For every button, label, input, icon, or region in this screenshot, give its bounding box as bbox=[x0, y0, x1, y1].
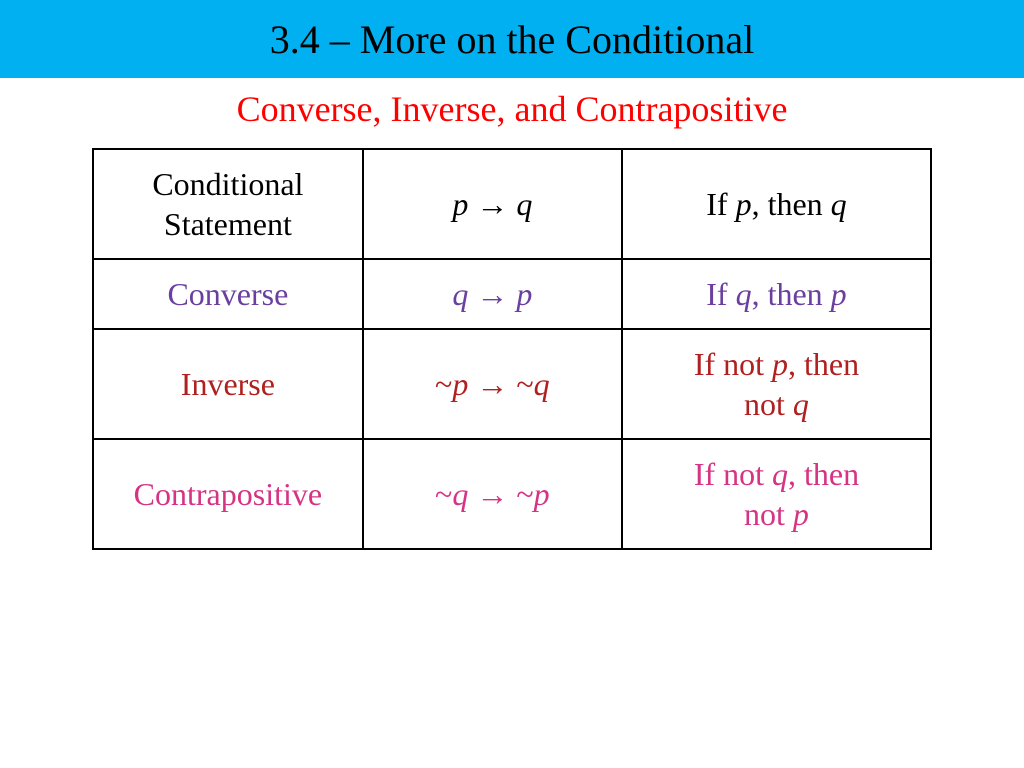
slide-header: 3.4 – More on the Conditional bbox=[0, 0, 1024, 78]
slide-subtitle: Converse, Inverse, and Contrapositive bbox=[0, 88, 1024, 130]
row-name-line: Contrapositive bbox=[134, 476, 322, 512]
row-symbolic: q → p bbox=[363, 259, 622, 329]
row-name-line: Conditional bbox=[152, 166, 303, 202]
table-row: Conditional Statement p → qIf p, then q bbox=[93, 149, 931, 259]
row-name: Conditional Statement bbox=[93, 149, 363, 259]
row-name: Inverse bbox=[93, 329, 363, 439]
row-name-line: Converse bbox=[167, 276, 288, 312]
row-english: If not p, thennot q bbox=[622, 329, 931, 439]
table-row: Contrapositive ~q → ~pIf not q, thennot p bbox=[93, 439, 931, 549]
slide-title: 3.4 – More on the Conditional bbox=[270, 16, 754, 63]
row-english: If p, then q bbox=[622, 149, 931, 259]
row-symbolic: p → q bbox=[363, 149, 622, 259]
table-container: ConditionalStatementp → qIf p, then qCon… bbox=[0, 148, 1024, 550]
row-symbolic: ~p → ~q bbox=[363, 329, 622, 439]
table-row: Converse q → pIf q, then p bbox=[93, 259, 931, 329]
row-name: Converse bbox=[93, 259, 363, 329]
table-row: Inverse ~p → ~qIf not p, thennot q bbox=[93, 329, 931, 439]
row-english: If not q, thennot p bbox=[622, 439, 931, 549]
conditional-table: ConditionalStatementp → qIf p, then qCon… bbox=[92, 148, 932, 550]
row-english: If q, then p bbox=[622, 259, 931, 329]
row-name: Contrapositive bbox=[93, 439, 363, 549]
row-name-line: Inverse bbox=[181, 366, 275, 402]
row-symbolic: ~q → ~p bbox=[363, 439, 622, 549]
row-name-line: Statement bbox=[164, 206, 292, 242]
